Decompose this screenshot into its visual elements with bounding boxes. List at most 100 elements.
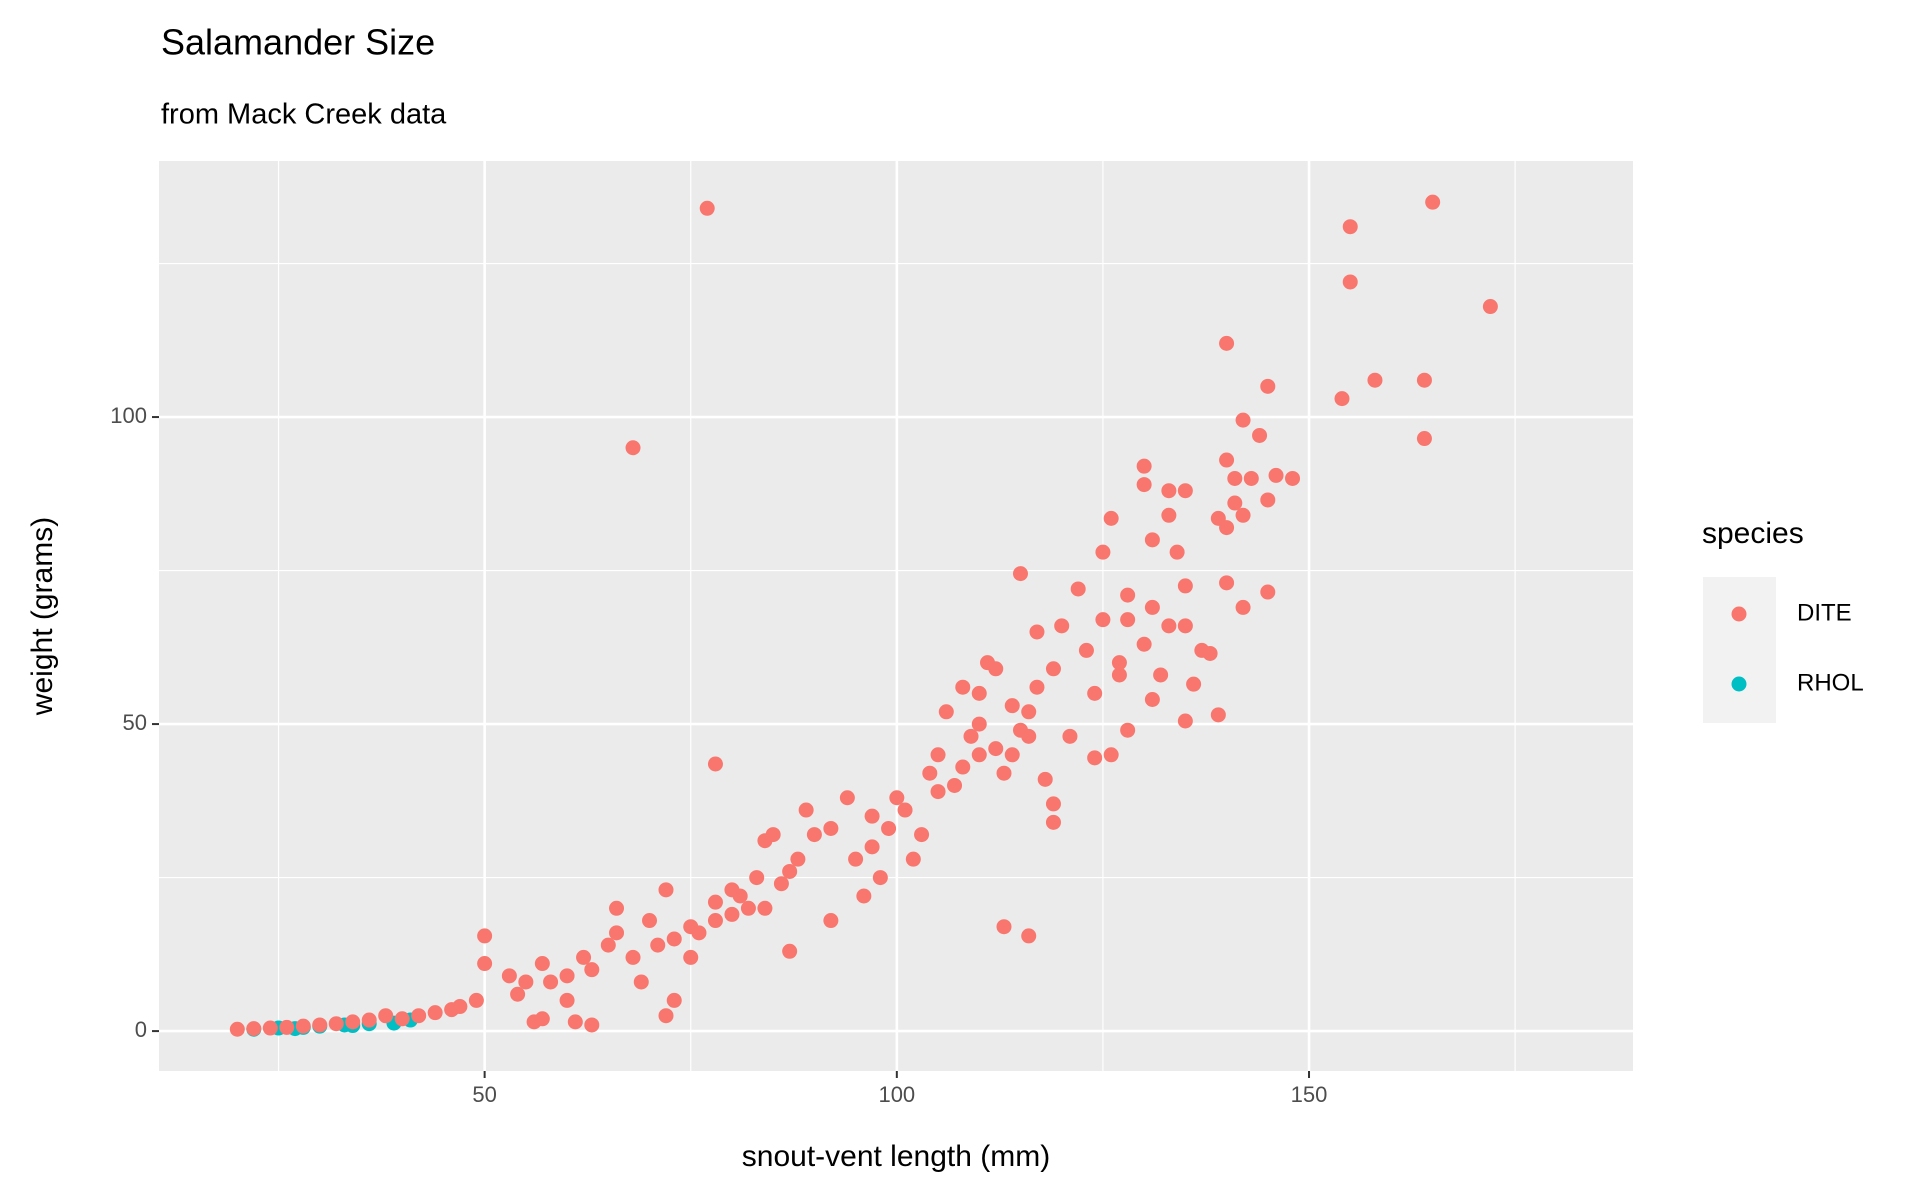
point [1136, 636, 1152, 652]
point [1202, 645, 1218, 661]
point [1177, 618, 1193, 634]
legend-label: DITE [1797, 599, 1852, 626]
point [1103, 747, 1119, 763]
y-axis-label: weight (grams) [26, 517, 59, 716]
point [1235, 507, 1251, 523]
point [963, 728, 979, 744]
point [1144, 532, 1160, 548]
point [361, 1012, 377, 1028]
point [477, 956, 493, 972]
legend-marker [1731, 606, 1747, 622]
point [749, 870, 765, 886]
point [378, 1008, 394, 1024]
point [345, 1014, 361, 1030]
point [856, 888, 872, 904]
point [848, 851, 864, 867]
point [683, 919, 699, 935]
point [823, 913, 839, 929]
legend-marker [1731, 676, 1747, 692]
point [312, 1017, 328, 1033]
point [1161, 618, 1177, 634]
point [996, 765, 1012, 781]
point [1045, 796, 1061, 812]
point [806, 827, 822, 843]
point [1169, 544, 1185, 560]
chart-subtitle: from Mack Creek data [161, 99, 447, 131]
point [1062, 728, 1078, 744]
point [1029, 624, 1045, 640]
point [930, 747, 946, 763]
point [1219, 520, 1235, 536]
point [1120, 612, 1136, 628]
point [444, 1002, 460, 1018]
point [666, 931, 682, 947]
point [864, 808, 880, 824]
point [609, 900, 625, 916]
point [790, 851, 806, 867]
point [658, 1008, 674, 1024]
point [839, 790, 855, 806]
point [1144, 599, 1160, 615]
x-tick-label: 50 [472, 1082, 496, 1107]
point [1285, 470, 1301, 486]
chart-title: Salamander Size [161, 22, 435, 63]
point [666, 992, 682, 1008]
point [971, 747, 987, 763]
point [757, 900, 773, 916]
y-tick-label: 0 [135, 1017, 147, 1042]
point [905, 851, 921, 867]
point [1177, 578, 1193, 594]
point [534, 956, 550, 972]
point [1161, 483, 1177, 499]
point [1268, 467, 1284, 483]
point [1021, 704, 1037, 720]
point [1186, 676, 1202, 692]
point [468, 992, 484, 1008]
point [279, 1019, 295, 1035]
y-tick-label: 50 [123, 710, 147, 735]
point [782, 943, 798, 959]
point [707, 894, 723, 910]
point [1120, 722, 1136, 738]
point [1070, 581, 1086, 597]
point [1227, 470, 1243, 486]
point [1045, 814, 1061, 830]
point [650, 937, 666, 953]
point [411, 1008, 427, 1024]
point [1260, 584, 1276, 600]
point [246, 1021, 262, 1037]
point [1342, 219, 1358, 235]
point [1095, 612, 1111, 628]
point [1416, 372, 1432, 388]
point [609, 925, 625, 941]
point [699, 200, 715, 216]
point [798, 802, 814, 818]
point [1054, 618, 1070, 634]
point [872, 870, 888, 886]
point [1029, 679, 1045, 695]
point [534, 1011, 550, 1027]
point [625, 949, 641, 965]
x-tick-label: 150 [1291, 1082, 1328, 1107]
point [782, 863, 798, 879]
point [1111, 655, 1127, 671]
point [947, 777, 963, 793]
point [971, 685, 987, 701]
point [864, 839, 880, 855]
point [576, 949, 592, 965]
point [1087, 750, 1103, 766]
point [996, 919, 1012, 935]
point [724, 906, 740, 922]
point [1367, 372, 1383, 388]
legend-title: species [1702, 517, 1804, 550]
point [1260, 492, 1276, 508]
legend-label: RHOL [1797, 669, 1864, 696]
point [1235, 412, 1251, 428]
point [881, 820, 897, 836]
x-tick-label: 100 [878, 1082, 915, 1107]
point [1177, 483, 1193, 499]
y-tick-label: 100 [110, 403, 147, 428]
x-axis-label: snout-vent length (mm) [742, 1140, 1050, 1173]
point [897, 802, 913, 818]
point [543, 974, 559, 990]
